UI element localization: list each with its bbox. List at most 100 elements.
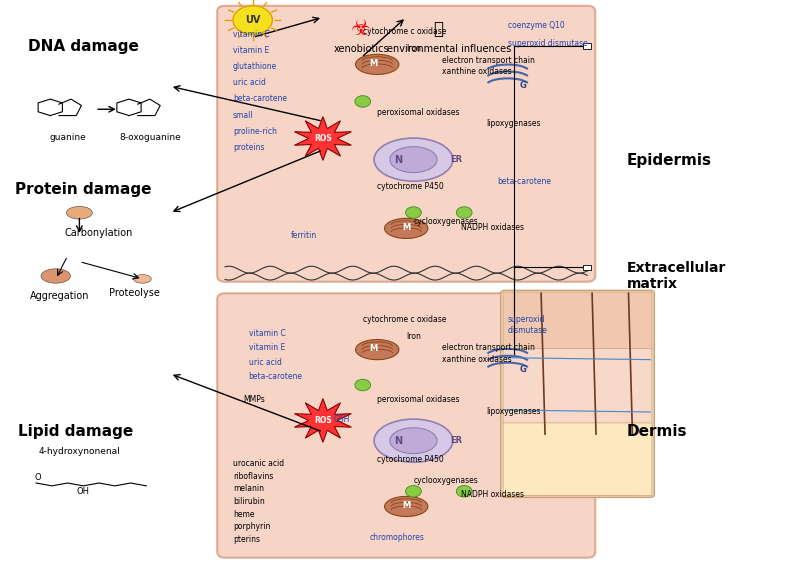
Text: MMPs: MMPs — [243, 395, 265, 404]
FancyBboxPatch shape — [218, 6, 595, 282]
Ellipse shape — [355, 54, 399, 74]
Circle shape — [355, 95, 370, 107]
Polygon shape — [294, 398, 351, 442]
Text: beta-carotene: beta-carotene — [497, 177, 550, 186]
Text: Protein damage: Protein damage — [15, 182, 151, 197]
Text: urocanic acid: urocanic acid — [233, 459, 284, 468]
Text: cytochrome P450: cytochrome P450 — [378, 455, 444, 465]
Text: ☣: ☣ — [351, 19, 371, 39]
Text: chromophores: chromophores — [370, 533, 425, 542]
Text: superoxid dismutase: superoxid dismutase — [508, 39, 587, 48]
Text: proteins: proteins — [233, 143, 265, 152]
Text: electron transport chain: electron transport chain — [442, 56, 535, 65]
Ellipse shape — [385, 496, 428, 516]
FancyBboxPatch shape — [218, 293, 595, 558]
Text: small: small — [233, 110, 254, 120]
Text: DNA damage: DNA damage — [28, 39, 138, 53]
FancyBboxPatch shape — [503, 348, 652, 426]
Circle shape — [456, 207, 472, 218]
Text: glutathione: glutathione — [233, 62, 278, 71]
Text: pterins: pterins — [233, 535, 260, 544]
Text: ROS: ROS — [314, 416, 332, 425]
Text: 8-oxoguanine: 8-oxoguanine — [119, 133, 181, 143]
Text: cytochrome c oxidase: cytochrome c oxidase — [362, 315, 446, 324]
Text: melanin: melanin — [233, 484, 264, 493]
Circle shape — [456, 485, 472, 497]
Text: Lipid damage: Lipid damage — [18, 424, 133, 439]
FancyBboxPatch shape — [582, 264, 590, 270]
Text: ER: ER — [450, 155, 463, 164]
Text: superoxid: superoxid — [508, 315, 545, 324]
Text: Iron: Iron — [406, 44, 421, 53]
Text: xanthine oxidases: xanthine oxidases — [442, 67, 512, 76]
Text: riboflavins: riboflavins — [233, 472, 274, 481]
FancyBboxPatch shape — [503, 423, 652, 496]
Text: Dermis: Dermis — [626, 424, 687, 439]
Text: Carbonylation: Carbonylation — [65, 228, 134, 238]
Text: N: N — [394, 436, 402, 446]
Text: OH: OH — [77, 487, 90, 496]
Text: vitamin C: vitamin C — [249, 329, 286, 338]
FancyBboxPatch shape — [582, 43, 590, 49]
Text: vitamin E: vitamin E — [249, 343, 285, 352]
Ellipse shape — [374, 419, 453, 462]
Text: cyclooxygenases: cyclooxygenases — [414, 217, 478, 226]
Text: ROS: ROS — [314, 134, 332, 143]
Circle shape — [406, 207, 422, 218]
Text: uric acid: uric acid — [249, 358, 282, 367]
Text: M: M — [402, 501, 410, 510]
Text: xanthine oxidases: xanthine oxidases — [442, 355, 512, 364]
Circle shape — [406, 485, 422, 497]
Text: coenzyme Q10: coenzyme Q10 — [508, 21, 565, 30]
Text: ER: ER — [450, 436, 463, 445]
Text: porphyrin: porphyrin — [233, 522, 270, 531]
Text: NADPH oxidases: NADPH oxidases — [461, 490, 523, 499]
Circle shape — [355, 380, 370, 391]
FancyBboxPatch shape — [501, 290, 654, 497]
FancyBboxPatch shape — [503, 292, 652, 351]
Text: guanine: guanine — [50, 133, 86, 143]
Text: beta-carotene: beta-carotene — [249, 372, 302, 381]
Text: G: G — [520, 365, 527, 374]
Ellipse shape — [390, 428, 437, 454]
Text: cyclooxygenases: cyclooxygenases — [414, 476, 478, 485]
Ellipse shape — [66, 206, 92, 219]
Text: uric acid: uric acid — [233, 78, 266, 87]
Text: beta-carotene: beta-carotene — [233, 94, 287, 103]
Text: O: O — [34, 473, 41, 482]
Text: electron transport chain: electron transport chain — [442, 343, 535, 352]
Text: Epidermis: Epidermis — [626, 154, 712, 168]
Ellipse shape — [390, 147, 437, 172]
Text: heme: heme — [233, 509, 254, 519]
Text: 🏭: 🏭 — [433, 20, 442, 38]
Text: cytochrome P450: cytochrome P450 — [378, 182, 444, 191]
Text: GSH: GSH — [334, 415, 350, 424]
Text: M: M — [369, 59, 378, 68]
Ellipse shape — [134, 275, 151, 283]
Text: 4-hydroxynonenal: 4-hydroxynonenal — [38, 447, 120, 456]
Text: Aggregation: Aggregation — [30, 291, 90, 301]
Circle shape — [233, 6, 272, 34]
Text: dismutase: dismutase — [508, 326, 547, 335]
Text: environmental influences: environmental influences — [387, 44, 512, 54]
Text: cytochrome c oxidase: cytochrome c oxidase — [362, 27, 446, 36]
Text: xenobiotics: xenobiotics — [334, 44, 389, 54]
Text: lipoxygenases: lipoxygenases — [486, 407, 541, 416]
Text: lipoxygenases: lipoxygenases — [486, 119, 541, 128]
Text: Proteolyse: Proteolyse — [109, 288, 160, 298]
Ellipse shape — [41, 269, 70, 283]
Text: NADPH oxidases: NADPH oxidases — [461, 223, 523, 232]
Text: bilirubin: bilirubin — [233, 497, 265, 506]
Text: proline-rich: proline-rich — [233, 126, 277, 136]
Text: N: N — [394, 155, 402, 164]
Text: ferritin: ferritin — [290, 231, 317, 240]
Ellipse shape — [355, 339, 399, 360]
Text: M: M — [402, 223, 410, 232]
Text: G: G — [520, 81, 527, 90]
Text: vitamin E: vitamin E — [233, 46, 270, 55]
Text: Extracellular
matrix: Extracellular matrix — [626, 261, 726, 291]
Text: M: M — [369, 344, 378, 353]
Text: peroxisomal oxidases: peroxisomal oxidases — [378, 395, 460, 404]
Ellipse shape — [385, 218, 428, 239]
Polygon shape — [294, 117, 351, 160]
